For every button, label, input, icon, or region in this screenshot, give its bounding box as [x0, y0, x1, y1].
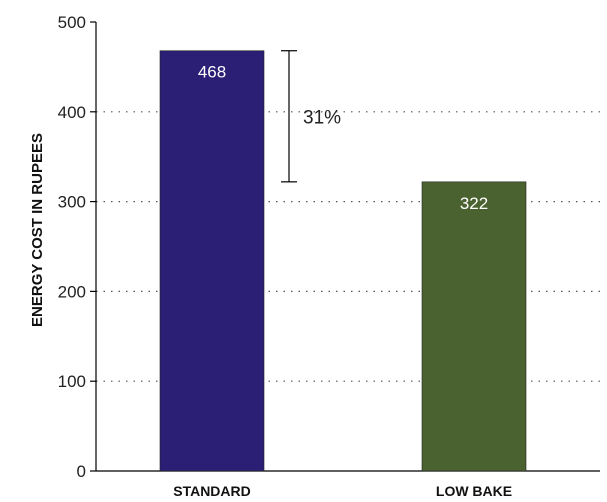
bar-low-bake [421, 181, 527, 472]
data-label: 468 [198, 63, 226, 82]
category-label: LOW BAKE [436, 483, 512, 499]
y-tick-label: 0 [77, 462, 86, 481]
category-labels: STANDARD LOW BAKE [173, 483, 512, 499]
y-tick-label: 300 [58, 193, 86, 212]
y-tick-label: 200 [58, 282, 86, 301]
bar-standard [159, 50, 265, 472]
y-tick-label: 100 [58, 372, 86, 391]
y-tick-label: 400 [58, 103, 86, 122]
category-label: STANDARD [173, 483, 251, 499]
difference-annotation: 31% [281, 50, 341, 183]
y-axis-title: ENERGY COST IN RUPEES [29, 133, 46, 327]
data-label: 322 [460, 194, 488, 213]
bars [159, 50, 527, 472]
data-labels: 468 322 [198, 63, 488, 213]
difference-percent-label: 31% [303, 107, 341, 128]
y-ticks: 0 100 200 300 400 500 [58, 13, 96, 481]
y-tick-label: 500 [58, 13, 86, 32]
